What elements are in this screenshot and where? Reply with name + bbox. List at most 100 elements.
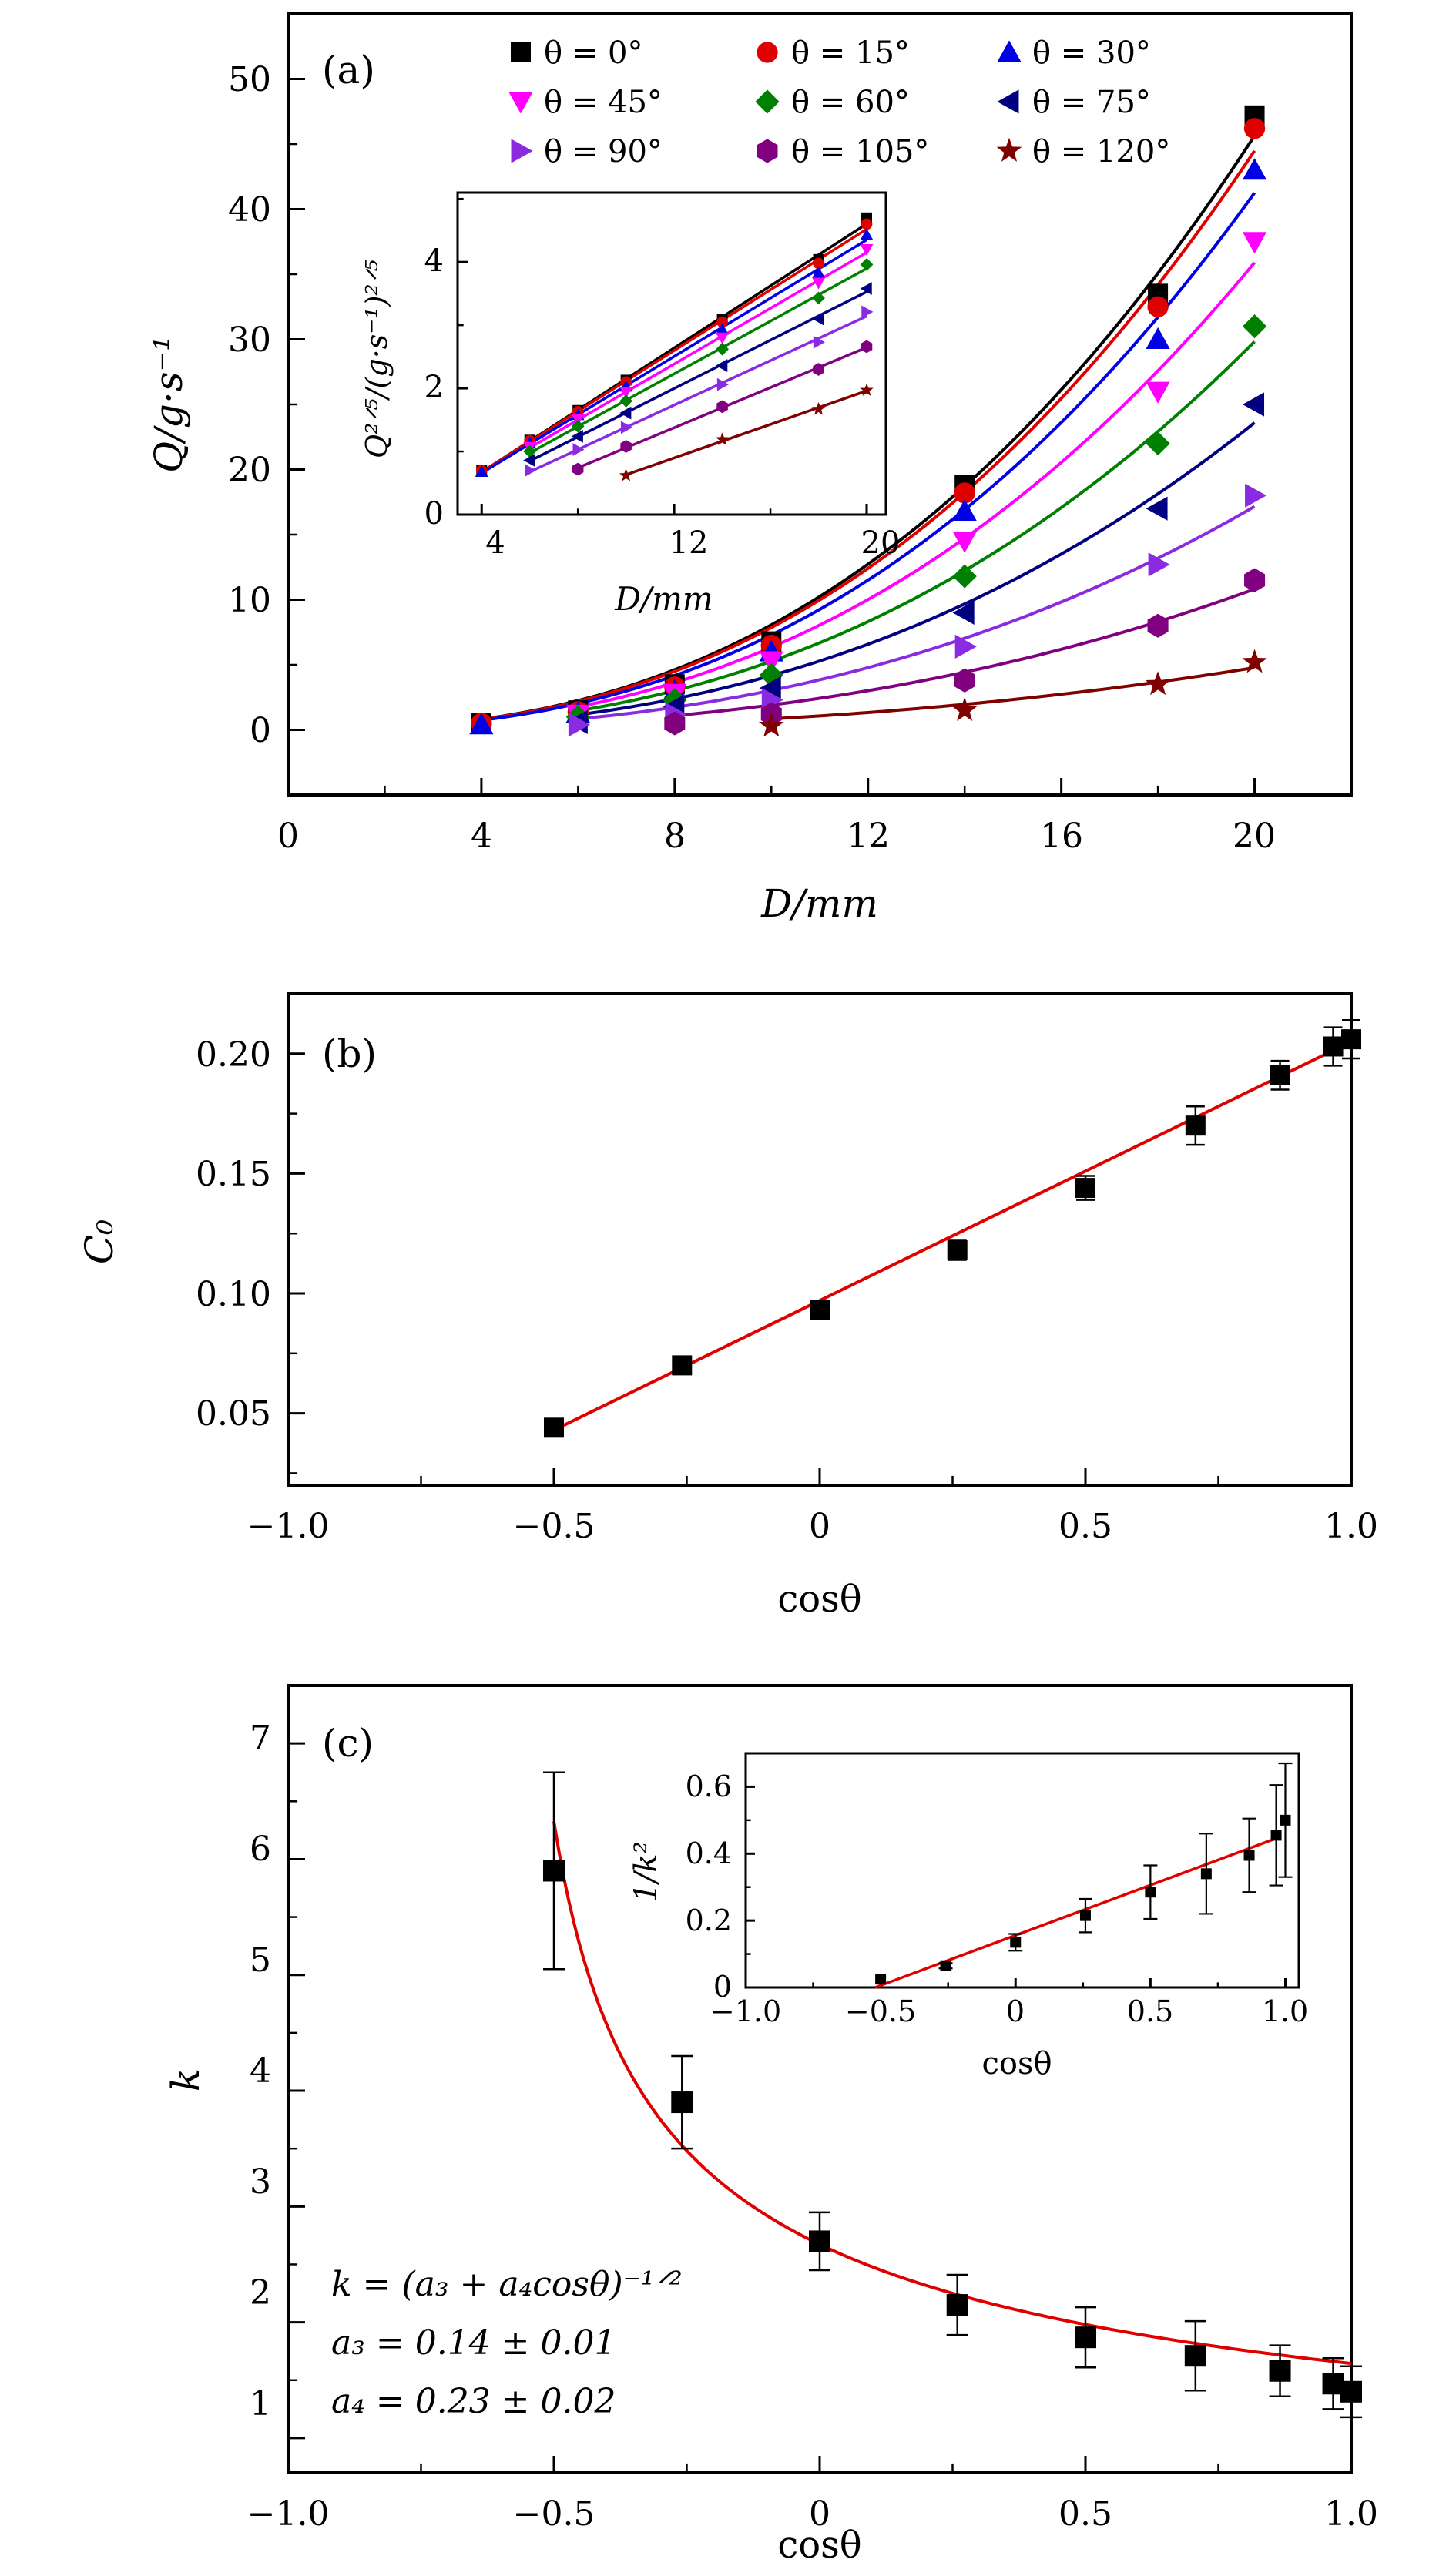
inset-data-point [940,1960,951,1971]
data-point [952,531,977,554]
data-point [672,1355,693,1376]
inset-data-point [716,342,729,356]
panel-a-ticks [287,12,1353,797]
inset-data-point [716,359,728,372]
y-tick-label: 7 [250,1719,271,1758]
x-tick-label: 1.0 [1324,2494,1378,2534]
inset-data-point [475,465,488,477]
legend-marker [757,139,778,163]
inset-data-point [716,316,728,328]
inset-data-point [811,401,826,415]
y-tick-label: 0.05 [196,1394,271,1434]
inset-y-tick-label: 4 [424,243,444,279]
legend-marker-symbol [755,89,780,114]
y-tick-label: 40 [228,190,271,230]
x-tick-label: 0.5 [1058,1507,1112,1546]
inset-data-point [860,282,872,295]
panel-a-inset: 4 12 20 0 2 4 D/mm Q²ᐟ⁵/(g·s⁻¹)²ᐟ⁵ [360,191,900,618]
data-point [664,711,686,736]
panel-b-data-points [544,1018,1361,1438]
inset-data-point [1010,1937,1022,1948]
inset-y-tick-label: 2 [424,370,444,405]
inset-fit-line [481,238,867,475]
data-point [1146,381,1170,404]
data-point [544,1417,564,1438]
legend-marker-symbol [511,139,533,163]
legend-marker-symbol [757,139,778,163]
legend-entry-theta-0: θ = 0° [544,35,642,71]
inset-x-axis-label: D/mm [614,580,713,618]
data-point [1340,2380,1362,2403]
inset-data-point [619,387,633,399]
data-point [1145,671,1171,696]
inset-y-tick-label: 0 [424,496,444,532]
x-tick-label: 16 [1040,817,1083,856]
y-tick-label: 5 [250,1940,271,1980]
legend-entry-theta-120: θ = 120° [1032,134,1170,169]
y-tick-label: 50 [228,60,271,99]
panel-a-y-tick-labels: 0 10 20 30 40 50 [228,60,271,750]
fit-formula: k = (a₃ + a₄cosθ)⁻¹ᐟ² [331,2265,683,2304]
legend-marker-symbol [997,89,1019,114]
data-point [759,662,783,688]
data-point [1242,392,1265,417]
legend-marker [755,89,780,114]
inset-x-tick-label: 12 [669,525,709,561]
inset-fit-line [528,251,867,449]
inset-data-point [1243,1850,1255,1861]
inset-fit-line [626,389,867,476]
panel-c-y-axis-label: k [163,2068,208,2091]
legend-marker [757,42,778,63]
data-point [951,696,978,722]
fit-curve [578,261,1256,709]
fit-parameter-a3: a₃ = 0.14 ± 0.01 [331,2323,616,2363]
inset-data-point [1280,1814,1291,1826]
inset-y-tick-label: 0.4 [686,1836,732,1870]
inset-data-point [1270,1830,1282,1841]
panel-a-label: (a) [322,48,375,92]
inset-data-point [572,462,584,476]
inset-data-point [860,228,874,240]
data-point [809,2230,830,2252]
inset-data-point [523,444,537,458]
legend-marker [511,139,533,163]
inset-data-point [812,312,824,326]
panel-a-y-axis-label: Q/g·s⁻¹ [146,336,191,473]
inset-data-point [619,406,632,420]
data-point [469,713,494,735]
panel-b-frame [287,992,1353,1487]
inset-data-point [875,1974,887,1985]
inset-data-point [813,363,824,376]
data-point [1148,552,1170,577]
panel-b-x-axis-label: cosθ [777,1578,861,1621]
inset-fit-line [481,227,867,474]
inset-data-point [861,218,873,230]
y-tick-label: 4 [250,2051,271,2091]
inset-data-point [812,277,825,290]
data-point [952,564,977,589]
data-point [1146,431,1170,456]
inset-x-axis-label: cosθ [981,2046,1052,2081]
data-point [1322,2373,1344,2395]
y-tick-label: 0.20 [196,1035,271,1075]
inset-y-tick-label: 0.2 [686,1904,732,1937]
inset-y-axis-label: Q²ᐟ⁵/(g·s⁻¹)²ᐟ⁵ [360,260,394,458]
data-point [1146,327,1170,349]
data-point [954,482,975,504]
y-tick-label: 30 [228,320,271,360]
inset-x-tick-label: −0.5 [845,1994,916,2028]
panel-a-legend: θ = 0° θ = 15° θ = 30° θ = 45° θ = 60° θ… [508,35,1170,169]
legend-marker-symbol [511,42,531,62]
inset-data-point [716,332,729,344]
inset-data-point [619,394,633,408]
fit-parameter-a4: a₄ = 0.23 ± 0.02 [331,2382,616,2421]
inset-data-point [813,257,824,270]
inset-data-point [715,432,730,445]
inset-data-point [716,323,729,335]
panel-c-inset: −1.0 −0.5 0 0.5 1.0 0 0.2 0.4 0.6 cosθ 1… [629,1752,1308,2081]
panel-a-x-tick-labels: 0 4 8 12 16 20 [277,817,1276,856]
inset-fit-line [528,290,867,463]
legend-marker-symbol [508,92,533,114]
x-tick-label: 0.5 [1058,2494,1112,2534]
